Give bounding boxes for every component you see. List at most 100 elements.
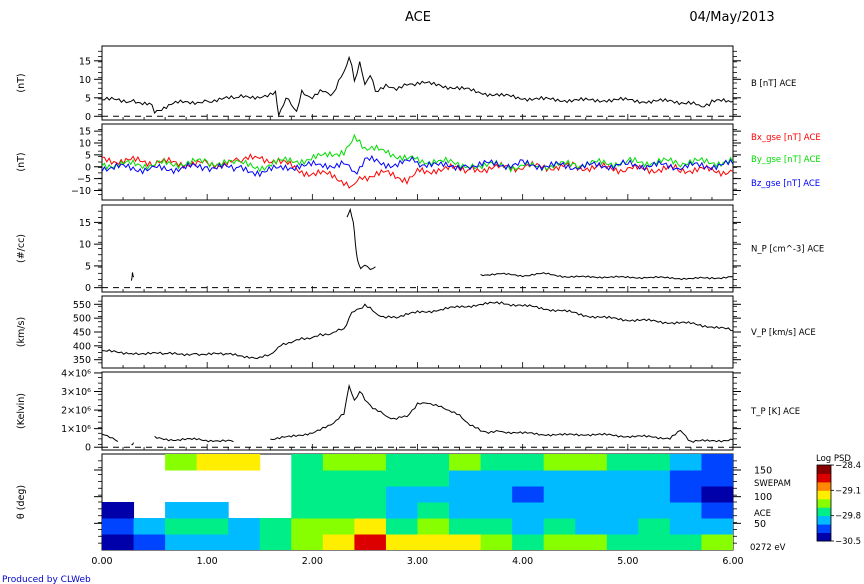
heatmap-cell bbox=[701, 486, 733, 503]
heatmap-cell bbox=[322, 454, 355, 471]
y-tick-label: 15 bbox=[79, 56, 91, 67]
right-label: T_P [K] ACE bbox=[750, 407, 800, 417]
heatmap-cell bbox=[259, 518, 292, 535]
right-label: N_P [cm^-3] ACE bbox=[751, 245, 824, 255]
legend-entry: By_gse [nT] ACE bbox=[751, 155, 821, 165]
heatmap-cell bbox=[322, 502, 355, 519]
series-line bbox=[102, 55, 733, 118]
colorbar-tick-label: −29.1 bbox=[835, 486, 861, 496]
heatmap-cell bbox=[701, 534, 733, 550]
heatmap-cell bbox=[512, 486, 545, 503]
series-line bbox=[102, 433, 119, 443]
heatmap-cell bbox=[449, 454, 482, 471]
heatmap-cell bbox=[480, 486, 513, 503]
y-tick-label: 10 bbox=[79, 139, 91, 150]
series-0 bbox=[102, 153, 733, 189]
heatmap-cell bbox=[196, 518, 229, 535]
heatmap-cell bbox=[669, 486, 702, 503]
y-tick-label: 15 bbox=[79, 218, 91, 229]
colorbar-swatch bbox=[817, 473, 831, 483]
heatmap-cell bbox=[291, 470, 324, 487]
y-tick-label: 15 bbox=[79, 127, 91, 138]
right-label: 0272 eV bbox=[750, 543, 786, 553]
heatmap-cell bbox=[480, 518, 513, 535]
y-axis-label: θ (deg) bbox=[16, 485, 27, 519]
series-1 bbox=[102, 133, 733, 173]
colorbar-tick-label: −30.5 bbox=[835, 537, 861, 547]
heatmap-cell bbox=[449, 502, 482, 519]
heatmap-cell bbox=[322, 534, 355, 550]
heatmap-cell bbox=[354, 534, 387, 550]
heatmap-cell bbox=[606, 534, 639, 550]
heatmap-cell bbox=[165, 454, 198, 471]
heatmap-cell bbox=[669, 470, 702, 487]
y-axis-label: (#/cc) bbox=[16, 234, 27, 263]
heatmap-cell bbox=[291, 518, 324, 535]
colorbar-swatch bbox=[817, 524, 831, 534]
heatmap-cell bbox=[606, 454, 639, 471]
y-tick-label: 5 bbox=[85, 261, 91, 272]
y-axis-label: (nT) bbox=[16, 73, 27, 92]
y-tick-label: 450 bbox=[73, 328, 91, 339]
series-line bbox=[131, 442, 135, 446]
x-tick-label: 2.00 bbox=[302, 556, 323, 567]
heatmap-cell bbox=[228, 518, 261, 535]
heatmap-cell bbox=[606, 502, 639, 519]
series-line bbox=[130, 272, 135, 281]
x-tick-label: 1.00 bbox=[197, 556, 218, 567]
heatmap-cell bbox=[417, 518, 450, 535]
y-tick-label: 10 bbox=[79, 75, 91, 86]
colorbar-swatch bbox=[817, 498, 831, 508]
heatmap-cell bbox=[417, 470, 450, 487]
colorbar-swatch bbox=[817, 532, 831, 542]
series-line bbox=[480, 272, 733, 281]
heatmap-cell bbox=[543, 470, 576, 487]
figure-title: ACE bbox=[405, 10, 431, 25]
y-tick-label: −10 bbox=[71, 186, 91, 197]
heatmap-cell bbox=[638, 486, 671, 503]
heatmap-cell bbox=[385, 486, 418, 503]
heatmap-cell bbox=[638, 470, 671, 487]
heatmap-cell bbox=[669, 534, 702, 550]
heatmap-cell bbox=[291, 454, 324, 471]
y-tick-label: 0 bbox=[85, 443, 91, 454]
heatmap-cell bbox=[417, 454, 450, 471]
panel-proton-velocity: 350 400 450 500 550 (km/s) V_P [km/s] ACE bbox=[16, 295, 816, 369]
y-tick-label: 0 bbox=[85, 162, 91, 173]
heatmap-cell bbox=[669, 502, 702, 519]
y-tick-label: 50 bbox=[754, 519, 766, 530]
series-line bbox=[270, 383, 733, 443]
panel-frame bbox=[101, 371, 734, 451]
heatmap-cell bbox=[196, 534, 229, 550]
y-axis-label: (Kelvin) bbox=[16, 393, 27, 429]
heatmap-cell bbox=[638, 534, 671, 550]
y-tick-label: 500 bbox=[73, 314, 91, 325]
heatmap-cell bbox=[543, 454, 576, 471]
y-tick-label: 400 bbox=[73, 341, 91, 352]
colorbar: Log PSD−28.4 −29.1 −29.8 −30.5 bbox=[816, 454, 861, 547]
y-tick-label: 350 bbox=[73, 355, 91, 366]
series-line bbox=[102, 301, 733, 360]
heatmap-cell bbox=[354, 470, 387, 487]
y-tick-label: 1×10⁶ bbox=[61, 424, 91, 435]
y-tick-label: 100 bbox=[754, 492, 772, 503]
heatmap-cell bbox=[385, 454, 418, 471]
colorbar-swatch bbox=[817, 465, 831, 474]
y-tick-label: 0 bbox=[85, 112, 91, 123]
colorbar-tick-label: −29.8 bbox=[835, 512, 861, 522]
series-2 bbox=[102, 154, 733, 178]
heatmap-cell bbox=[354, 486, 387, 503]
heatmap-cell bbox=[480, 502, 513, 519]
heatmap-cell bbox=[606, 486, 639, 503]
y-axis-label: (km/s) bbox=[16, 317, 27, 347]
heatmap-cell bbox=[638, 454, 671, 471]
heatmap-cell bbox=[354, 454, 387, 471]
heatmap-cell bbox=[575, 486, 608, 503]
heatmap-cell bbox=[606, 470, 639, 487]
heatmap-cell bbox=[196, 502, 229, 519]
colorbar-swatch bbox=[817, 481, 831, 491]
x-tick-label: 6.00 bbox=[722, 556, 743, 567]
heatmap-cell bbox=[543, 518, 576, 535]
heatmap-cell bbox=[575, 470, 608, 487]
